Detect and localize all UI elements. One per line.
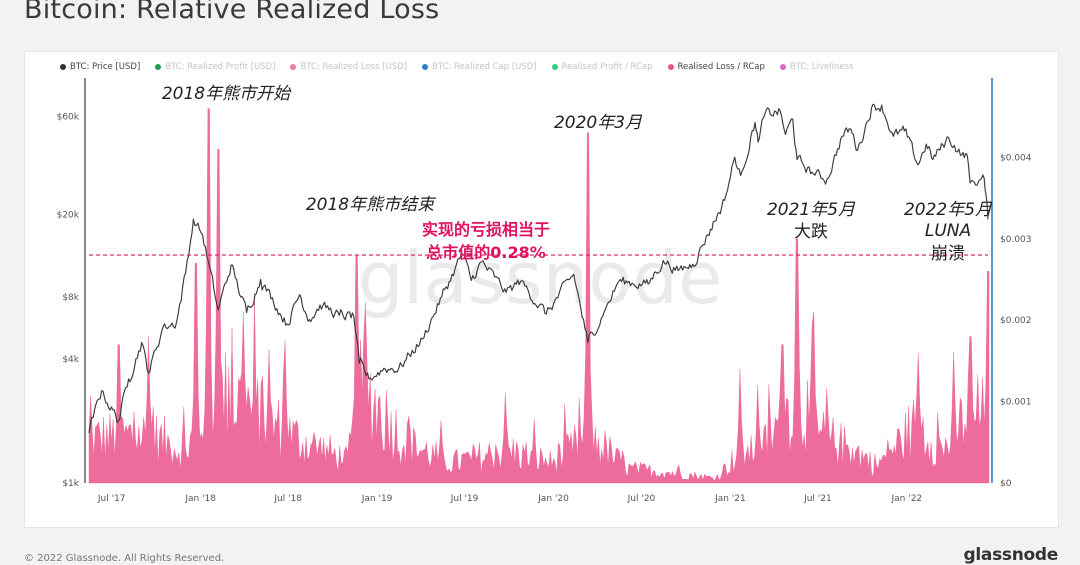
x-tick-label: Jan '20 [537,494,569,504]
legend-label: Realised Loss / RCap [677,62,765,72]
legend-item-btc-realized-profit-usd[interactable]: BTC: Realized Profit [USD] [155,61,275,73]
legend-dot-icon [60,64,66,70]
legend-label: BTC: Realized Profit [USD] [165,62,276,72]
annotation-luna3: 崩溃 [931,244,965,264]
y-right-tick-label: $0 [1000,479,1012,489]
y-left-tick-label: $1k [62,479,79,489]
x-tick-label: Jan '19 [361,494,393,504]
y-left-tick-label: $60k [57,112,80,122]
annotation-luna1: 2022年5月 [904,200,993,220]
x-tick-label: Jul '17 [97,494,126,504]
legend-dot-icon [290,64,297,70]
annotation-may21b: 大跌 [794,222,828,242]
annotation-bear-end: 2018年熊市结束 [306,195,436,215]
series-btc-price-line [88,103,989,433]
x-tick-label: Jul '19 [450,494,479,504]
annotation-covid: 2020年3月 [554,113,643,133]
y-right-tick-label: $0.001 [1000,398,1032,408]
y-right-tick-label: $0.003 [1000,235,1032,245]
legend-label: BTC: Realized Cap [USD] [432,62,537,72]
watermark: glassnode [358,236,723,320]
annotation-bear-start: 2018年熊市开始 [162,84,292,104]
page-title: Bitcoin: Relative Realized Loss [24,0,440,25]
legend-dot-icon [155,64,162,70]
y-right-tick-label: $0.004 [1000,153,1032,163]
legend-dot-icon [779,64,786,70]
annotation-may21: 2021年5月 [767,200,856,220]
legend-label: Realised Profit / RCap [561,62,653,72]
annotation-ratio2: 总市值的0.28% [426,243,546,262]
annotation-luna2: LUNA [925,221,971,241]
legend-item-btc-price-usd[interactable]: BTC: Price [USD] [60,61,140,73]
legend-dot-icon [667,64,674,70]
legend-item-realised-profit-rcap[interactable]: Realised Profit / RCap [551,61,653,73]
x-tick-label: Jul '18 [273,494,302,504]
legend-label: BTC: Realized Loss [USD] [300,62,408,72]
y-left-tick-label: $4k [62,355,79,365]
x-tick-label: Jul '20 [627,494,656,504]
x-tick-label: Jul '21 [803,494,832,504]
legend-dot-icon [422,64,429,70]
y-left-tick-label: $8k [62,293,79,303]
series-realised-loss-rcap-area [88,108,990,484]
x-tick-label: Jan '22 [890,494,922,504]
footer-copyright: © 2022 Glassnode. All Rights Reserved. [24,553,225,564]
x-tick-label: Jan '21 [714,494,746,504]
footer-brand: glassnode [963,545,1059,565]
annotation-ratio1: 实现的亏损相当于 [422,220,550,239]
y-left-tick-label: $20k [57,211,80,221]
legend-item-btc-liveliness[interactable]: BTC: Liveliness [779,61,854,73]
legend-item-realised-loss-rcap[interactable]: Realised Loss / RCap [667,61,765,73]
y-right-tick-label: $0.002 [1000,316,1032,326]
x-tick-label: Jan '18 [184,494,216,504]
legend-dot-icon [551,64,558,70]
legend-item-btc-realized-loss-usd[interactable]: BTC: Realized Loss [USD] [290,61,407,73]
legend-item-btc-realized-cap-usd[interactable]: BTC: Realized Cap [USD] [422,61,537,73]
chart-legend: BTC: Price [USD] BTC: Realized Profit [US… [60,61,854,73]
legend-label: BTC: Liveliness [789,62,854,72]
legend-label: BTC: Price [USD] [70,62,141,72]
